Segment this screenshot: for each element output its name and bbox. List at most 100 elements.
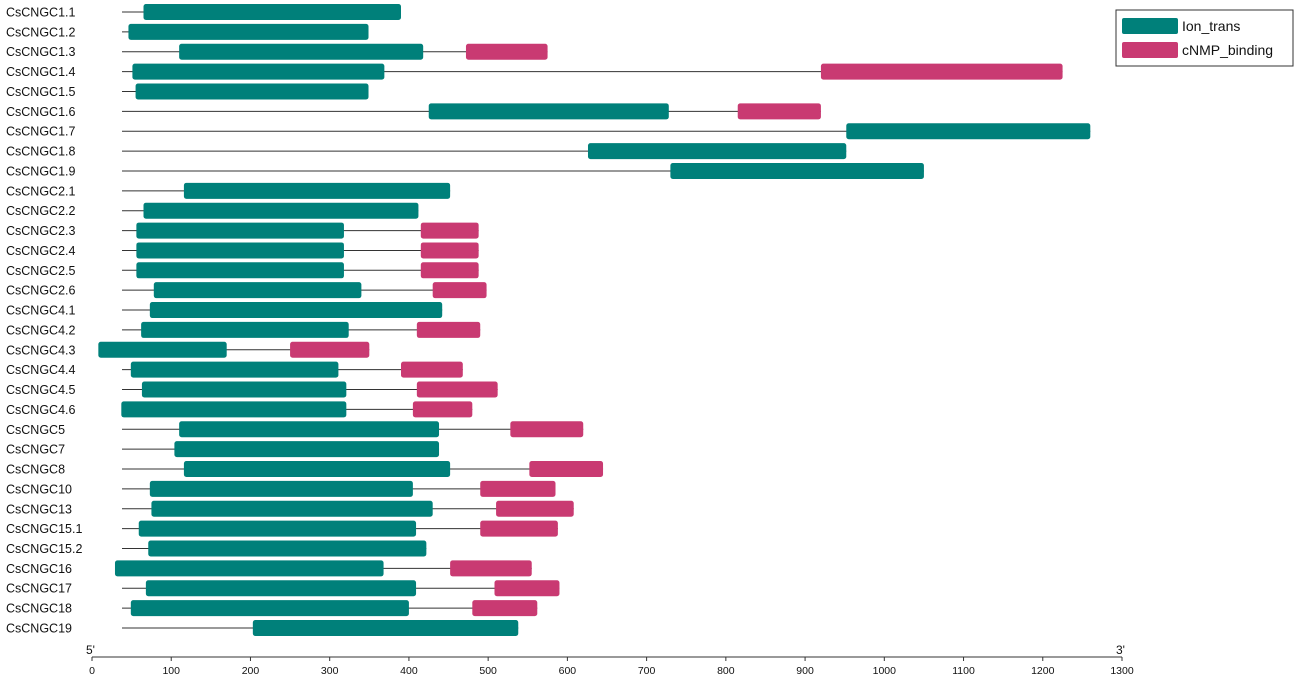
x-tick-label: 600 [559, 665, 577, 677]
ion-trans-domain [121, 401, 347, 418]
ion-trans-domain [130, 600, 409, 617]
gene-label: CsCNGC2.5 [6, 264, 76, 278]
gene-label: CsCNGC18 [6, 602, 72, 616]
legend-swatch [1122, 18, 1178, 34]
ion-trans-domain [151, 500, 433, 517]
gene-row: CsCNGC2.2 [6, 202, 419, 219]
x-tick-label: 800 [717, 665, 735, 677]
gene-label: CsCNGC1.3 [6, 45, 76, 59]
ion-trans-domain [143, 4, 401, 20]
gene-label: CsCNGC1.4 [6, 65, 76, 79]
gene-label: CsCNGC4.1 [6, 304, 76, 318]
legend-swatch [1122, 42, 1178, 58]
legend-label: Ion_trans [1182, 18, 1240, 34]
ion-trans-domain [149, 480, 413, 497]
gene-label: CsCNGC1.9 [6, 164, 76, 178]
ion-trans-domain [136, 262, 344, 279]
gene-row: CsCNGC1.6 [6, 103, 821, 120]
gene-label: CsCNGC7 [6, 443, 65, 457]
cnmp-binding-domain [416, 381, 498, 398]
x-axis: 0 100 200 300 400 500 600 700 800 900 1000 1100 1200… [86, 643, 1134, 677]
x-tick-label: 1100 [952, 665, 975, 677]
gene-row: CsCNGC15.1 [6, 520, 558, 537]
gene-row: CsCNGC4.2 [6, 321, 481, 338]
gene-label: CsCNGC1.1 [6, 6, 76, 20]
cnmp-binding-domain [420, 262, 479, 279]
gene-label: CsCNGC1.8 [6, 145, 76, 159]
cnmp-binding-domain [416, 321, 481, 338]
gene-label: CsCNGC1.7 [6, 125, 76, 139]
ion-trans-domain [183, 182, 451, 199]
x-tick-label: 200 [242, 665, 260, 677]
ion-trans-domain [135, 83, 369, 100]
ion-trans-domain [114, 560, 384, 577]
x-tick-label: 700 [638, 665, 656, 677]
gene-row: CsCNGC1.2 [6, 23, 369, 40]
gene-label: CsCNGC15.1 [6, 522, 82, 536]
legend-label: cNMP_binding [1182, 42, 1273, 58]
ion-trans-domain [174, 441, 440, 458]
gene-label: CsCNGC4.6 [6, 403, 76, 417]
gene-row: CsCNGC1.8 [6, 143, 847, 160]
gene-label: CsCNGC16 [6, 562, 72, 576]
ion-trans-domain [128, 23, 369, 40]
cnmp-binding-domain [450, 560, 532, 577]
ion-trans-domain [846, 123, 1091, 140]
gene-label: CsCNGC2.2 [6, 204, 76, 218]
gene-row: CsCNGC17 [6, 580, 560, 597]
gene-row: CsCNGC8 [6, 461, 604, 478]
gene-label: CsCNGC4.2 [6, 323, 76, 337]
gene-row: CsCNGC1.4 [6, 63, 1063, 80]
ion-trans-domain [141, 381, 347, 398]
gene-row: CsCNGC2.1 [6, 182, 451, 199]
gene-row: CsCNGC4.5 [6, 381, 498, 398]
ion-trans-domain [141, 321, 349, 338]
x-tick-label: 1000 [873, 665, 897, 677]
gene-row: CsCNGC1.1 [6, 4, 401, 20]
gene-label: CsCNGC2.3 [6, 224, 76, 238]
ion-trans-domain [148, 540, 427, 557]
gene-row: CsCNGC4.1 [6, 302, 443, 319]
gene-row: CsCNGC16 [6, 560, 532, 577]
gene-row: CsCNGC2.5 [6, 262, 479, 279]
gene-rows: CsCNGC1.1 CsCNGC1.2 CsCNGC1.3 CsCNGC1.4 CsCN… [6, 4, 1091, 636]
gene-row: CsCNGC4.4 [6, 361, 463, 378]
gene-label: CsCNGC5 [6, 423, 65, 437]
ion-trans-domain [153, 282, 362, 299]
x-tick-label: 1200 [1031, 665, 1055, 677]
cnmp-binding-domain [820, 63, 1063, 80]
cnmp-binding-domain [496, 500, 574, 517]
cnmp-binding-domain [510, 421, 584, 438]
gene-label: CsCNGC1.5 [6, 85, 76, 99]
cnmp-binding-domain [480, 520, 558, 537]
cnmp-binding-domain [472, 600, 538, 617]
ion-trans-domain [130, 361, 339, 378]
ion-trans-domain [179, 43, 424, 60]
cnmp-binding-domain [465, 43, 548, 60]
cnmp-binding-domain [494, 580, 560, 597]
gene-label: CsCNGC17 [6, 582, 72, 596]
gene-row: CsCNGC2.4 [6, 242, 479, 259]
gene-row: CsCNGC2.6 [6, 282, 487, 299]
ion-trans-domain [132, 63, 385, 80]
ion-trans-domain [138, 520, 417, 537]
cnmp-binding-domain [432, 282, 487, 299]
gene-row: CsCNGC2.3 [6, 222, 479, 239]
ion-trans-domain [183, 461, 451, 478]
x-axis-ticks: 0 100 200 300 400 500 600 700 800 900 1000 1100 1200… [89, 657, 1134, 677]
gene-row: CsCNGC18 [6, 600, 538, 617]
cnmp-binding-domain [290, 341, 370, 358]
cnmp-binding-domain [401, 361, 463, 378]
gene-label: CsCNGC2.4 [6, 244, 76, 258]
gene-row: CsCNGC4.3 [6, 341, 370, 358]
gene-label: CsCNGC2.6 [6, 284, 76, 298]
gene-label: CsCNGC13 [6, 502, 72, 516]
gene-row: CsCNGC19 [6, 619, 519, 636]
ion-trans-domain [670, 162, 924, 179]
x-tick-label: 1300 [1110, 665, 1134, 677]
gene-row: CsCNGC1.5 [6, 83, 369, 100]
cnmp-binding-domain [412, 401, 473, 418]
ion-trans-domain [145, 580, 417, 597]
ion-trans-domain [98, 341, 227, 358]
